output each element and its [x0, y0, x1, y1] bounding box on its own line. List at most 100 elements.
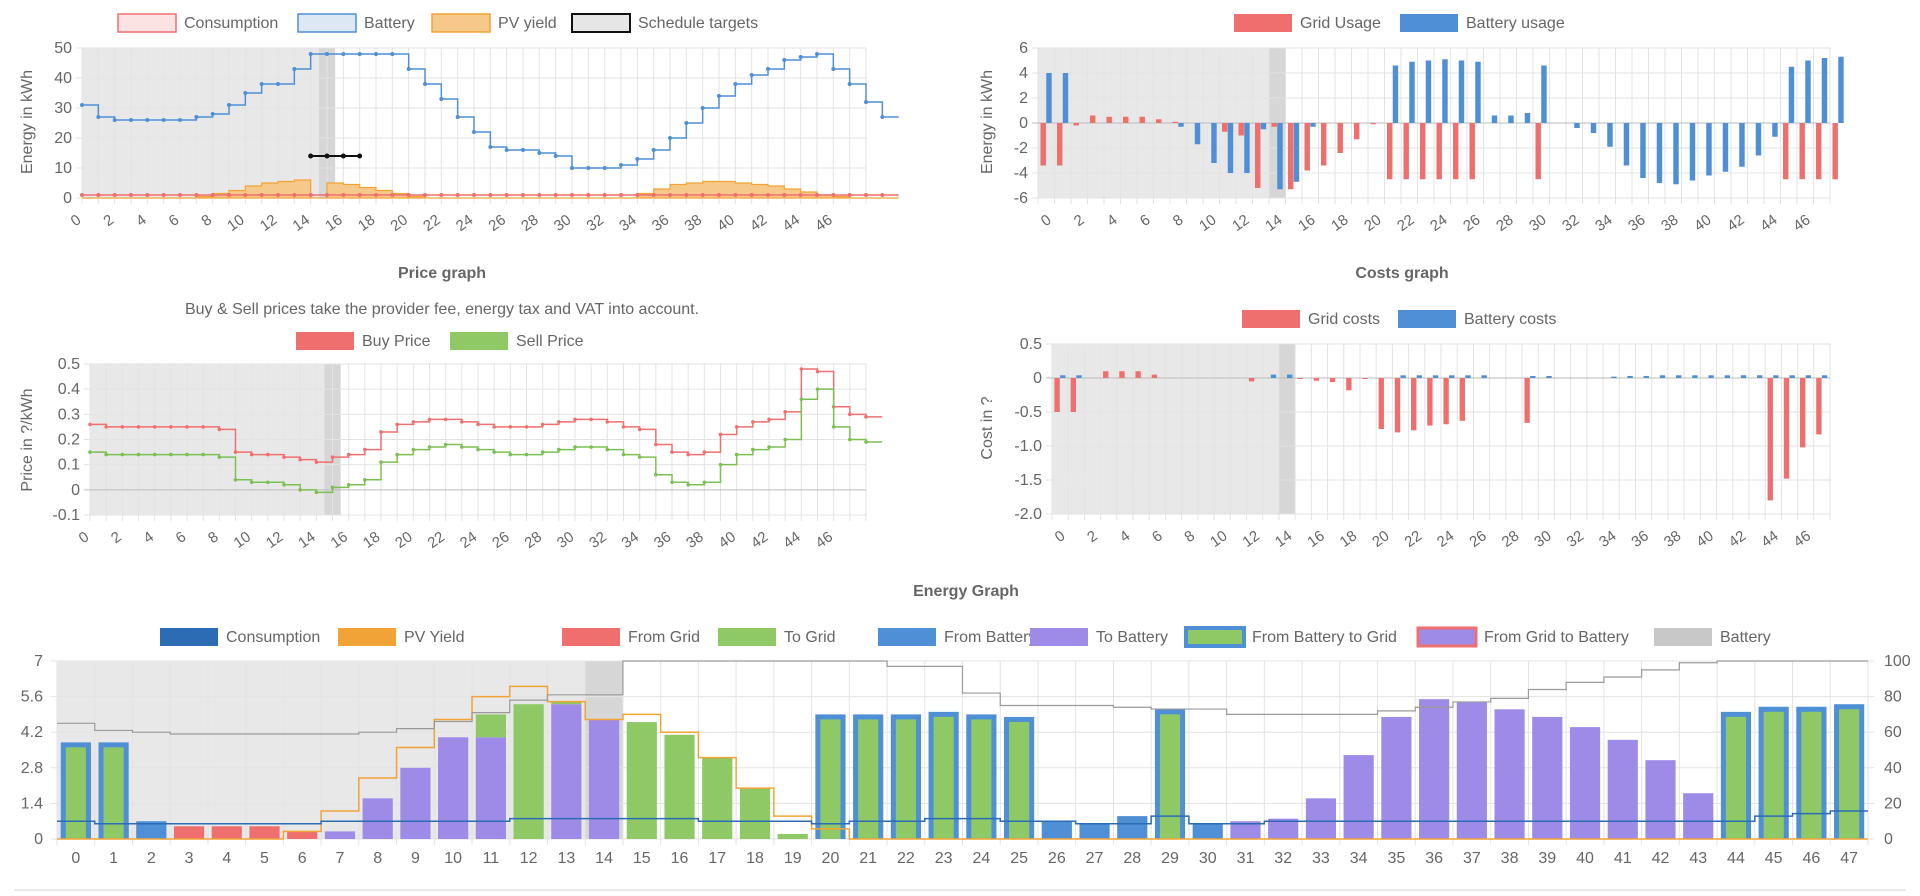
to-battery-bar	[1607, 739, 1638, 839]
price-xtick: 44	[780, 528, 803, 551]
legend-from-battery-to-grid-swatch	[1184, 626, 1246, 648]
buy-price-point	[783, 410, 787, 414]
grid-batt-xtick: 2	[1071, 211, 1088, 230]
energy-xtick: 6	[298, 850, 307, 867]
sell-price-point	[363, 477, 367, 482]
to-grid-bar	[664, 734, 695, 839]
sell-price-point	[605, 447, 610, 452]
price-ytick: 0.2	[58, 432, 80, 449]
battery-usage-bar	[1739, 123, 1745, 167]
energy-top-ytick: 30	[54, 100, 72, 117]
battery-usage-bar	[1491, 115, 1498, 123]
grid-batt-xtick: 36	[1625, 211, 1648, 234]
sell-price-point	[702, 480, 707, 485]
energy-xtick: 17	[708, 850, 726, 867]
price-xtick: 16	[328, 528, 351, 551]
grid-cost-bar	[1767, 378, 1773, 501]
buy-price-point	[152, 425, 157, 429]
energy-top-ytick: 0	[63, 190, 72, 207]
grid-batt-xtick: 26	[1460, 211, 1483, 234]
grid-cost-bar	[1297, 378, 1303, 379]
battery-cost-bar	[1530, 375, 1536, 378]
battery-to-grid-bar	[1009, 721, 1030, 839]
battery-point	[815, 52, 819, 56]
to-grid-bar	[777, 833, 808, 839]
grid-cost-bar	[1378, 378, 1384, 429]
legend-battery-usage-swatch	[1400, 14, 1458, 32]
battery-usage-bar	[1277, 123, 1283, 190]
energy-xtick: 8	[373, 850, 382, 867]
buy-price-point	[282, 455, 286, 459]
price-ytick: -0.1	[52, 507, 80, 524]
consumption-point	[161, 193, 166, 197]
legend-pv-yield-swatch	[431, 13, 491, 33]
from-battery-bar	[136, 821, 167, 839]
sell-price-point	[120, 452, 125, 457]
grid-batt-ytick: -2	[1014, 140, 1028, 157]
sell-price-point	[379, 460, 383, 464]
sell-price-point	[443, 442, 448, 447]
consumption-point	[455, 193, 460, 197]
sell-price-point	[460, 445, 464, 449]
grid-batt-xtick: 18	[1328, 211, 1351, 234]
energy-xtick: 43	[1689, 850, 1707, 867]
energy-xtick: 39	[1538, 850, 1556, 867]
energy-ytick: 7	[34, 653, 43, 670]
costs-ytick: -1.0	[1014, 438, 1042, 455]
grid-batt-xtick: 14	[1262, 211, 1285, 234]
grid-usage-bar	[1832, 123, 1838, 180]
grid-usage-bar	[1353, 123, 1360, 140]
consumption-point	[129, 193, 133, 197]
costs-ytick: -2.0	[1014, 506, 1042, 523]
buy-price-point	[670, 450, 674, 454]
consumption-point	[880, 193, 885, 197]
battery-point	[749, 73, 754, 77]
buy-price-point	[621, 425, 626, 429]
legend-battery-costs-label: Battery costs	[1464, 311, 1556, 328]
battery-usage-bar	[1640, 123, 1646, 178]
legend-grid-usage-swatch	[1234, 14, 1292, 32]
battery-point	[521, 148, 525, 152]
battery-point	[308, 52, 313, 56]
battery-cost-bar	[1789, 375, 1795, 378]
grid-cost-bar	[1524, 378, 1530, 423]
battery-cost-bar	[1627, 375, 1633, 378]
grid-usage-bar	[1106, 116, 1112, 123]
battery-cost-bar	[1060, 375, 1066, 378]
energy-xtick: 7	[336, 850, 345, 867]
battery-cost-bar	[1611, 376, 1617, 378]
sell-price-point	[637, 455, 642, 459]
legend-battery-swatch	[297, 13, 357, 33]
schedule-target-point	[340, 153, 346, 159]
grid-batt-xtick: 0	[1038, 211, 1055, 230]
buy-price-point	[411, 420, 416, 424]
to-grid-bar	[739, 788, 771, 839]
energy-ytick: 4.2	[21, 724, 43, 741]
consumption-point	[668, 193, 672, 197]
grid-cost-bar	[1816, 378, 1822, 435]
price-graph-title: Price graph	[398, 265, 486, 282]
energy-xtick: 42	[1652, 850, 1670, 867]
energy-top-xtick: 16	[322, 211, 345, 234]
energy-top-xtick: 4	[133, 211, 150, 230]
energy-xtick: 44	[1727, 850, 1745, 867]
energy-xtick: 29	[1161, 850, 1179, 867]
grid-batt-xtick: 20	[1361, 211, 1384, 234]
price-xtick: 20	[392, 528, 415, 551]
costs-xtick: 4	[1117, 527, 1134, 546]
battery-usage-bar	[1607, 123, 1613, 147]
price-xtick: 32	[586, 528, 609, 551]
price-ytick: 0.1	[58, 457, 80, 474]
grid-usage-bar	[1436, 123, 1442, 180]
from-grid-bar	[249, 826, 280, 839]
battery-cost-bar	[1546, 375, 1552, 378]
energy-xtick: 10	[444, 850, 462, 867]
buy-price-point	[476, 422, 480, 427]
sell-price-point	[799, 397, 804, 402]
consumption-point	[537, 193, 542, 197]
buy-price-point	[524, 425, 529, 429]
from-grid-bar	[173, 826, 205, 839]
grid-batt-ytick: 4	[1019, 65, 1028, 82]
consumption-point	[586, 193, 591, 197]
from-battery-bar	[1079, 823, 1110, 839]
